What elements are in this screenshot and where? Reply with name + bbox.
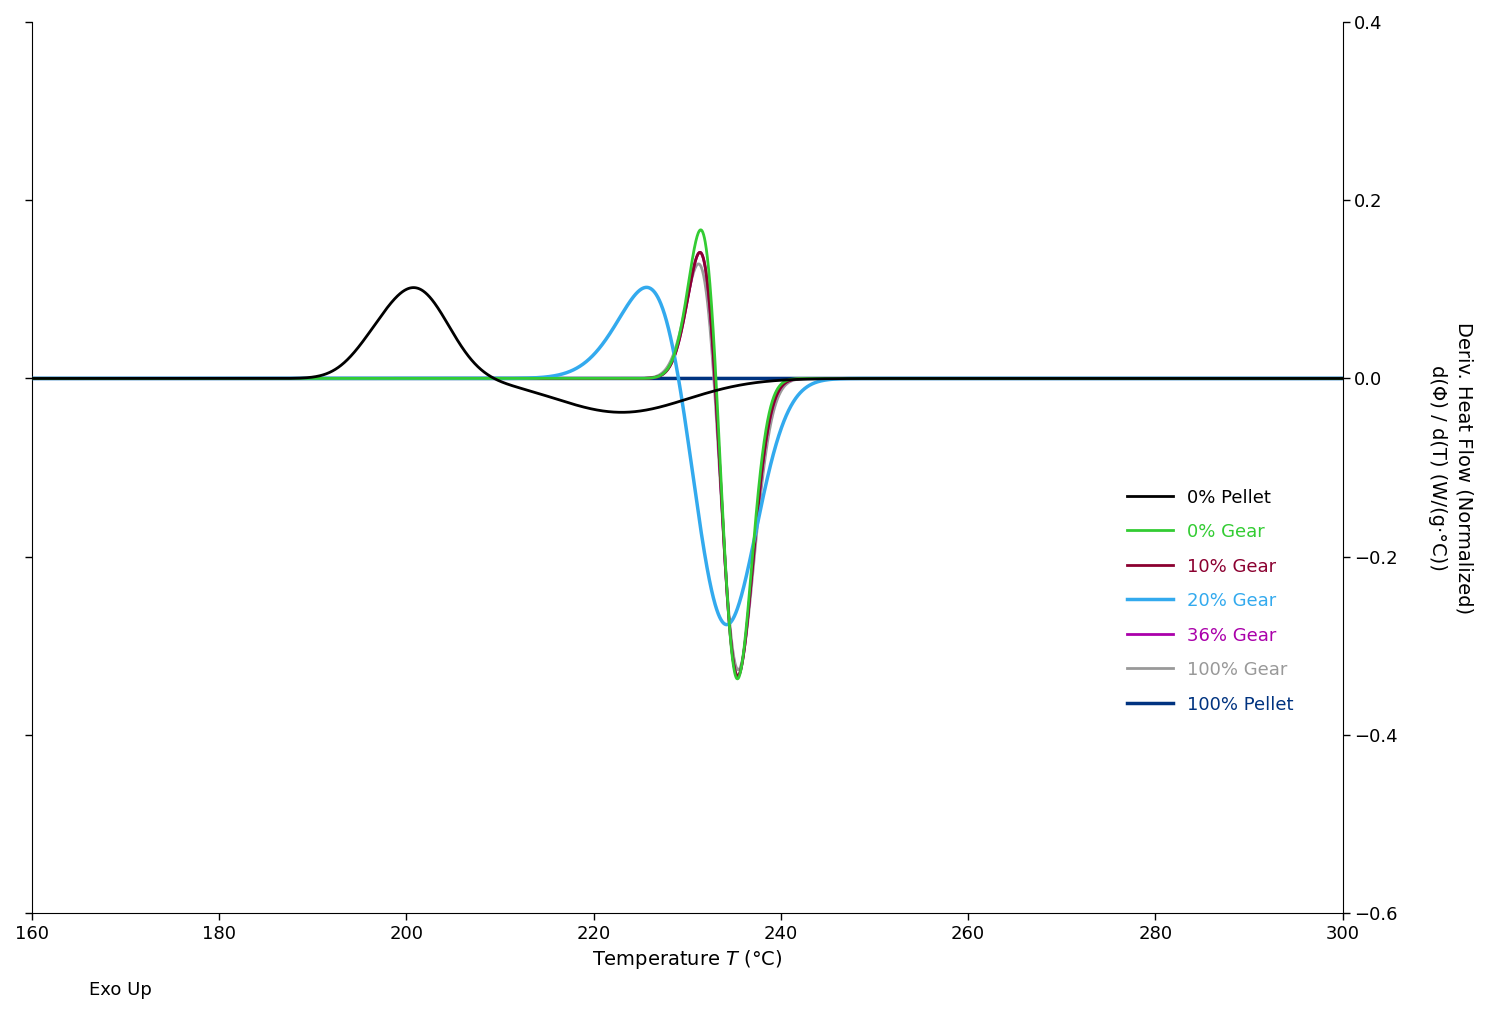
X-axis label: Temperature $T$ (°C): Temperature $T$ (°C) — [593, 949, 783, 971]
Legend: 0% Pellet, 0% Gear, 10% Gear, 20% Gear, 36% Gear, 100% Gear, 100% Pellet: 0% Pellet, 0% Gear, 10% Gear, 20% Gear, … — [1120, 481, 1301, 721]
Text: Exo Up: Exo Up — [89, 980, 152, 999]
Y-axis label: Deriv. Heat Flow (Normalized)
d(Φ) / d(T) (W/(g·°C)): Deriv. Heat Flow (Normalized) d(Φ) / d(T… — [1428, 321, 1474, 613]
